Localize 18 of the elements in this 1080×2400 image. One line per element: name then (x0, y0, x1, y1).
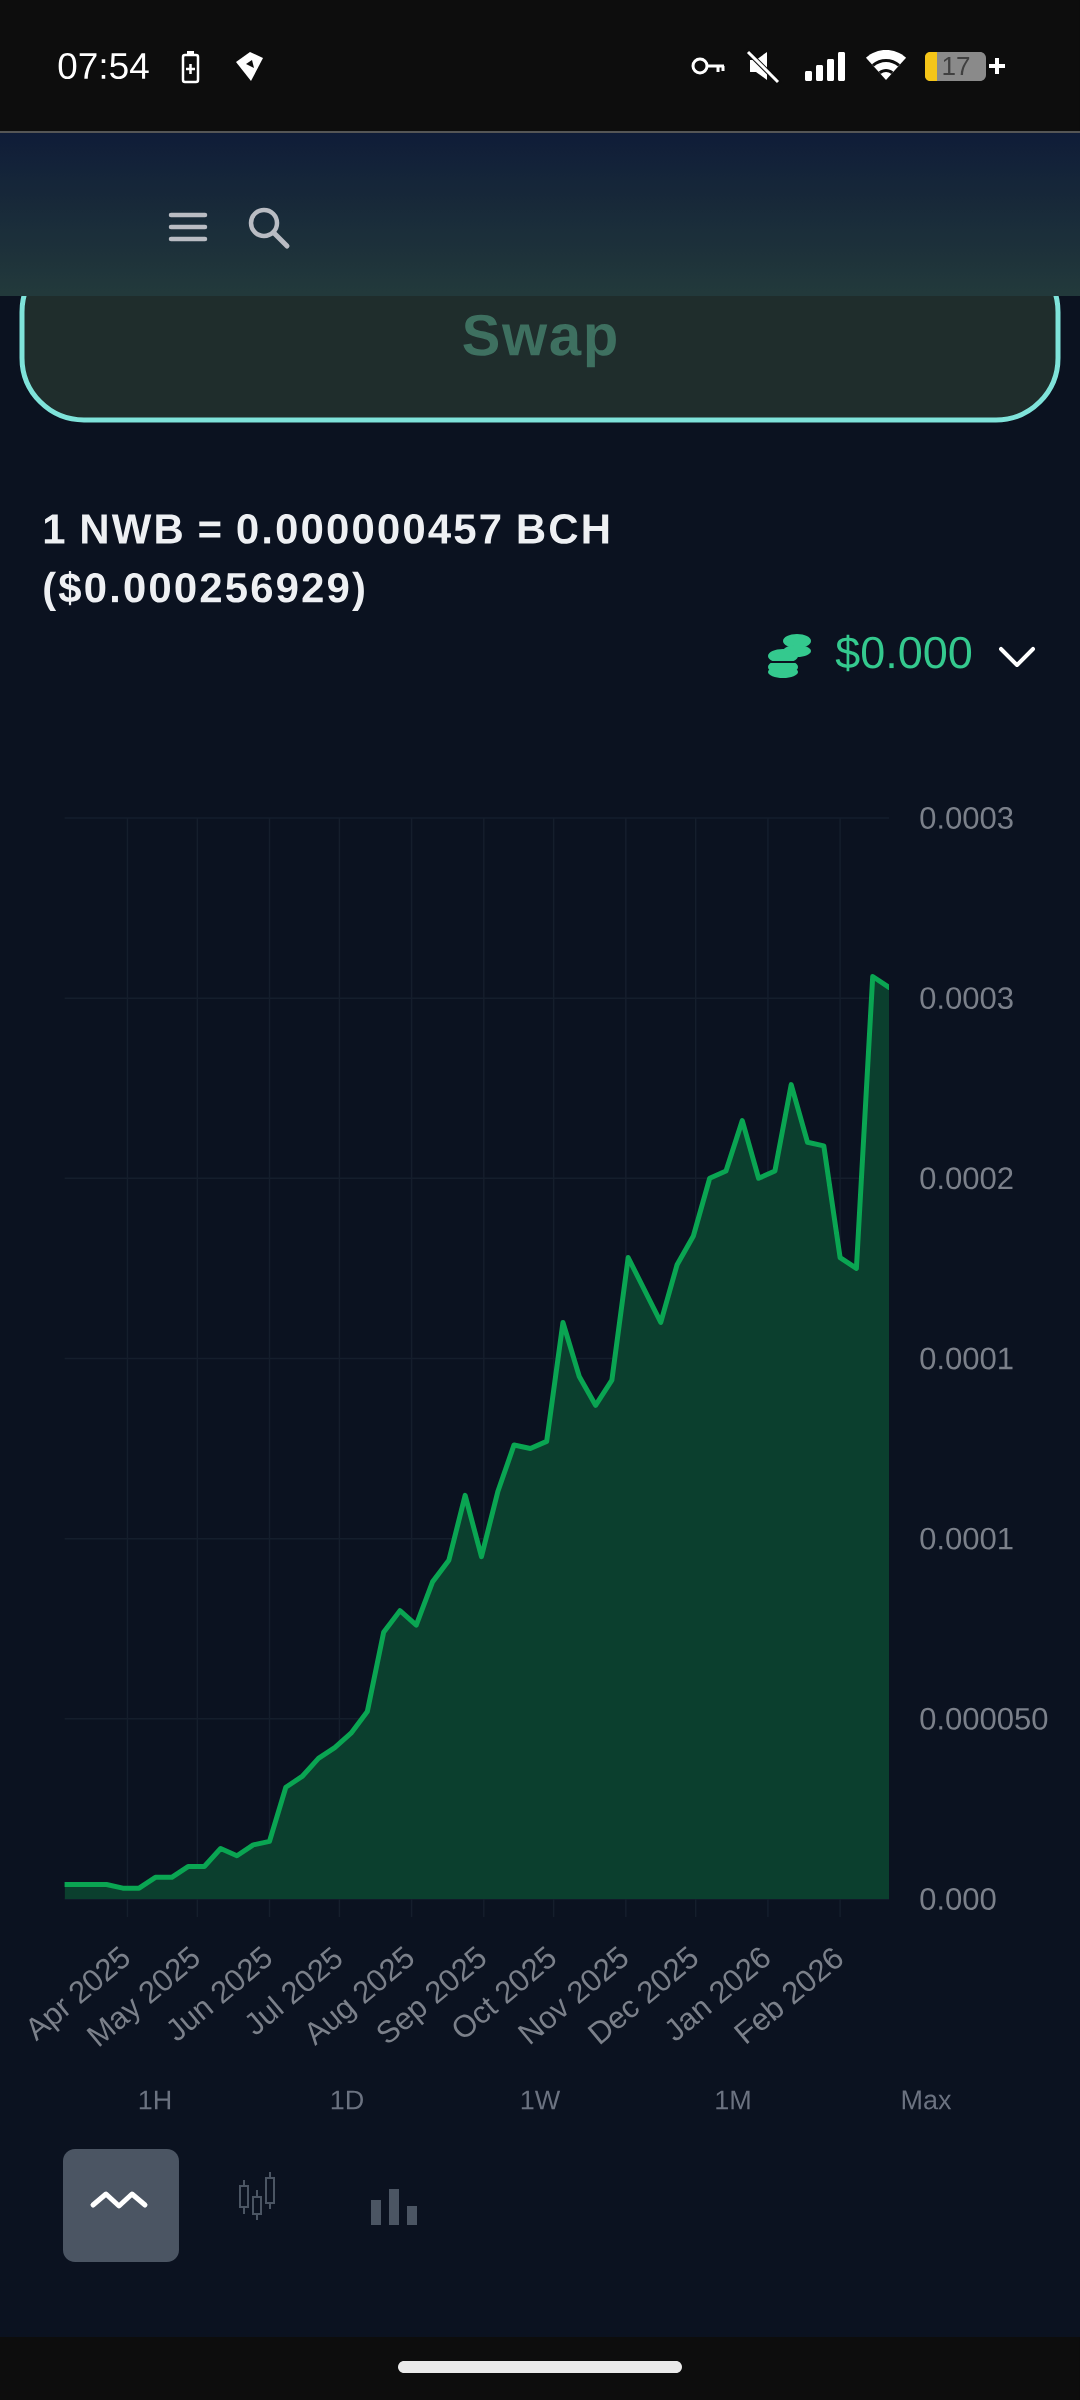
y-tick-label: 0.000 (920, 1888, 996, 1910)
text: $0.000 (835, 634, 972, 672)
text: 1M (716, 2090, 750, 2110)
text: Max (902, 2090, 952, 2110)
y-tick-label: 0.0003 (920, 987, 1013, 1010)
y-tick-label: 0.0002 (920, 1167, 1013, 1190)
y-tick-label: 0.0001 (920, 1527, 1013, 1550)
y-tick-label: 0.0001 (920, 1347, 1013, 1370)
y-tick-label: 0.000050 (920, 1707, 1048, 1730)
text: 07:54 (58, 52, 149, 80)
text: 1D (331, 2090, 363, 2110)
text: 1H (139, 2090, 171, 2110)
y-tick-label: 0.0003 (920, 806, 1013, 829)
chart-subtitle: ($0.000256929) (44, 571, 364, 611)
chart-title: 1 NWB = 0.000000457 BCH (44, 514, 609, 544)
text: 17 (943, 57, 970, 75)
text: 1W (521, 2090, 561, 2110)
text: Swap (463, 314, 616, 368)
